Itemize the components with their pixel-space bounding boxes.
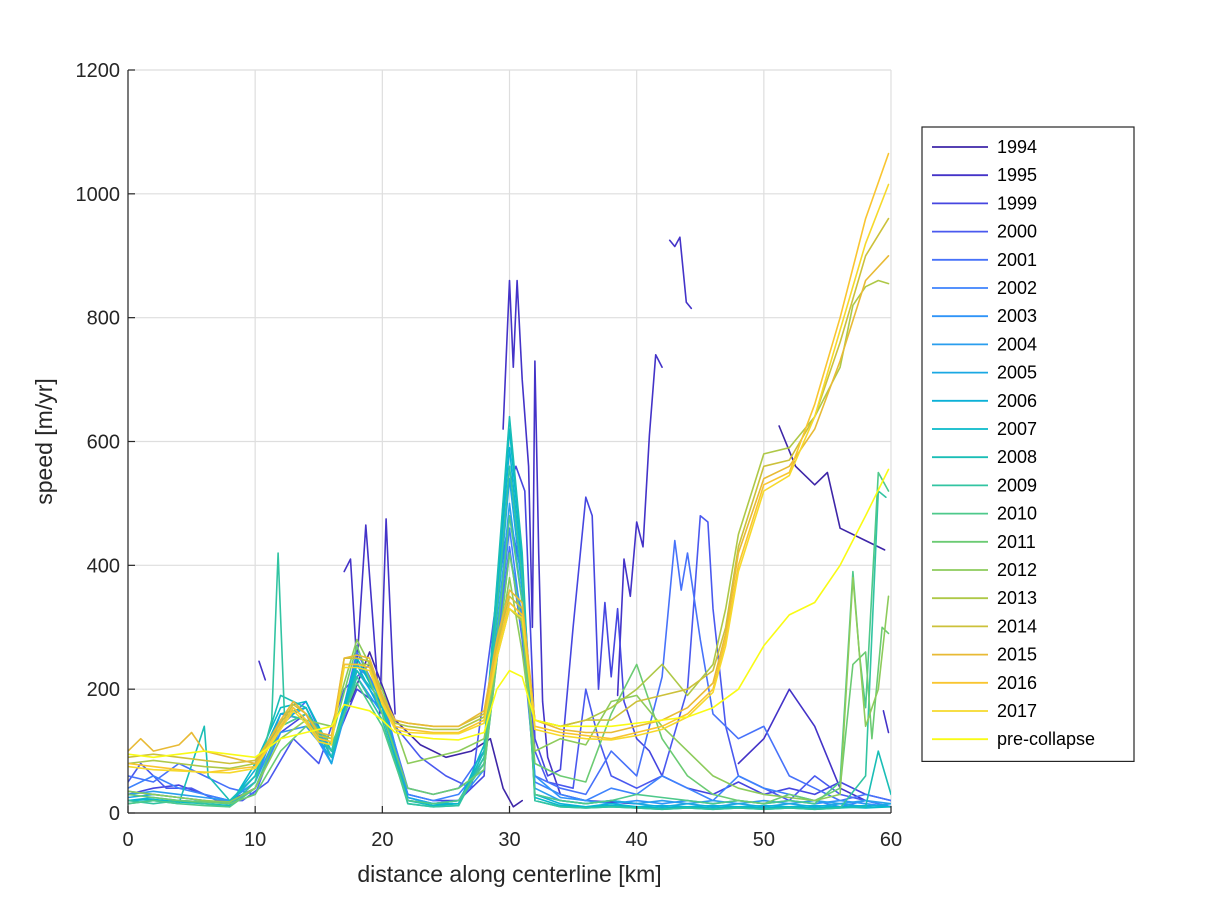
series-line-pre-collapse-0	[128, 468, 890, 759]
series-line-2009-0	[128, 465, 887, 811]
x-tick-label-3: 30	[498, 829, 520, 851]
series-line-1999-0	[128, 465, 891, 802]
x-tick-label-6: 60	[880, 829, 902, 851]
series-line-1994-0	[349, 651, 523, 808]
legend-label-2000: 2000	[997, 222, 1037, 242]
plot-series	[128, 152, 891, 811]
legend-label-2002: 2002	[997, 278, 1037, 298]
y-tick-label-1: 200	[87, 679, 120, 701]
legend-label-1999: 1999	[997, 193, 1037, 213]
legend-label-pre-collapse: pre-collapse	[997, 729, 1095, 749]
legend-label-2012: 2012	[997, 560, 1037, 580]
x-tick-label-0: 0	[122, 829, 133, 851]
legend-label-2006: 2006	[997, 391, 1037, 411]
series-line-1995-1	[343, 518, 396, 715]
legend-box	[921, 126, 1135, 763]
y-tick-label-5: 1000	[76, 184, 121, 206]
y-tick-label-2: 400	[87, 555, 120, 577]
series-line-1995-3	[616, 354, 663, 697]
series-line-2002-0	[128, 527, 891, 808]
legend-label-2009: 2009	[997, 475, 1037, 495]
legend-label-2007: 2007	[997, 419, 1037, 439]
series-line-1994-1	[778, 425, 886, 551]
series-line-2015-0	[128, 255, 890, 765]
legend-label-2017: 2017	[997, 701, 1037, 721]
y-tick-label-6: 1200	[76, 60, 121, 82]
x-axis-label: distance along centerline [km]	[357, 861, 661, 887]
legend-label-2015: 2015	[997, 645, 1037, 665]
series-line-2014-0	[128, 217, 890, 765]
series-line-2017-0	[128, 183, 890, 774]
legend-label-2011: 2011	[997, 532, 1036, 552]
x-tick-label-1: 10	[244, 829, 266, 851]
legend-label-2013: 2013	[997, 588, 1037, 608]
series-line-2012-0	[128, 576, 890, 803]
x-tick-label-2: 20	[371, 829, 393, 851]
x-tick-label-5: 50	[753, 829, 775, 851]
x-tick-label-4: 40	[626, 829, 648, 851]
y-tick-label-4: 800	[87, 308, 120, 330]
series-line-1995-6	[882, 710, 890, 734]
legend-label-2008: 2008	[997, 447, 1037, 467]
legend: 1994 1995 1999 2000 2001 2002 2003 2004 2005 2006…	[921, 126, 1135, 763]
legend-label-2003: 2003	[997, 306, 1037, 326]
legend-label-2001: 2001	[997, 250, 1037, 270]
legend-label-2004: 2004	[997, 334, 1037, 354]
legend-label-2016: 2016	[997, 673, 1037, 693]
legend-label-1994: 1994	[997, 137, 1037, 157]
series-line-1995-0	[258, 660, 267, 681]
y-axis-label: speed [m/yr]	[31, 378, 57, 505]
series-line-1995-2	[502, 279, 638, 805]
series-line-2004-0	[128, 502, 891, 805]
legend-label-2014: 2014	[997, 616, 1037, 636]
y-tick-label-0: 0	[109, 803, 120, 825]
series-line-2011-0	[128, 552, 890, 805]
series-line-1995-4	[668, 236, 693, 310]
legend-label-2005: 2005	[997, 363, 1037, 383]
legend-label-1995: 1995	[997, 165, 1037, 185]
legend-label-2010: 2010	[997, 504, 1037, 524]
series-line-1995-5	[737, 688, 867, 802]
y-tick-label-3: 600	[87, 432, 120, 454]
